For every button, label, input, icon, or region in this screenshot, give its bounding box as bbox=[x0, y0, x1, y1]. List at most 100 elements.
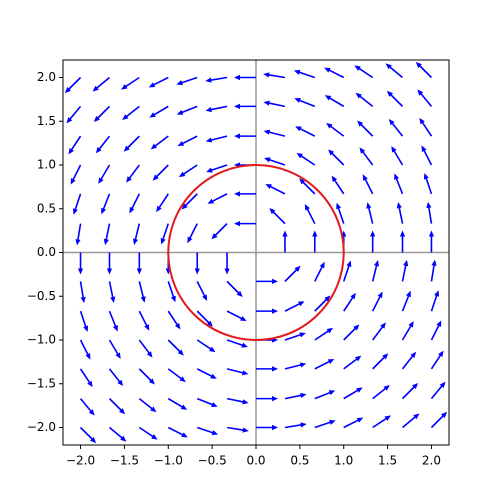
arrow bbox=[132, 223, 141, 245]
arrow bbox=[372, 353, 389, 370]
arrow bbox=[108, 426, 127, 442]
arrow bbox=[326, 122, 345, 137]
arrow bbox=[92, 76, 111, 92]
circle bbox=[167, 164, 345, 341]
arrow bbox=[205, 135, 228, 143]
arrow bbox=[256, 278, 278, 284]
arrow bbox=[75, 223, 82, 246]
arrow bbox=[206, 164, 228, 173]
arrow bbox=[167, 339, 184, 356]
arrow bbox=[108, 310, 118, 332]
arrow bbox=[399, 230, 406, 253]
arrow bbox=[150, 135, 169, 150]
arrow bbox=[430, 290, 440, 312]
arrow bbox=[108, 368, 124, 387]
arrow bbox=[64, 76, 82, 94]
arrow bbox=[138, 398, 157, 413]
arrow bbox=[226, 426, 249, 433]
arrow bbox=[256, 424, 278, 431]
arrow bbox=[79, 426, 97, 444]
arrow bbox=[256, 366, 278, 372]
arrow bbox=[343, 417, 364, 429]
x-tick-label: 1.0 bbox=[334, 454, 353, 468]
arrow bbox=[66, 105, 82, 124]
arrow bbox=[430, 411, 448, 429]
arrow bbox=[256, 308, 278, 314]
arrow bbox=[167, 281, 176, 303]
x-tick-label: −1.0 bbox=[154, 454, 183, 468]
arrow bbox=[324, 67, 345, 79]
arrow bbox=[234, 221, 256, 227]
arrow bbox=[359, 147, 374, 166]
arrow bbox=[314, 327, 334, 341]
arrow bbox=[386, 90, 404, 107]
arrow bbox=[343, 355, 362, 370]
arrow bbox=[93, 105, 111, 122]
arrow bbox=[152, 164, 169, 181]
arrow bbox=[328, 149, 345, 166]
arrow bbox=[423, 172, 433, 195]
arrow bbox=[366, 202, 374, 224]
arrow bbox=[79, 310, 89, 333]
arrow bbox=[205, 76, 228, 83]
arrow bbox=[79, 339, 91, 360]
arrow bbox=[388, 118, 404, 137]
arrow bbox=[79, 398, 95, 416]
arrow bbox=[108, 339, 121, 359]
arrow bbox=[148, 76, 169, 88]
arrow bbox=[430, 320, 442, 341]
arrow bbox=[226, 280, 243, 297]
arrow bbox=[108, 281, 116, 303]
arrow bbox=[205, 105, 228, 113]
arrow bbox=[354, 65, 374, 79]
arrow bbox=[391, 146, 404, 166]
y-tick-label: −2.0 bbox=[27, 420, 56, 434]
arrow bbox=[314, 295, 331, 312]
arrow bbox=[264, 157, 286, 166]
arrow bbox=[70, 164, 82, 185]
arrow bbox=[138, 310, 150, 331]
arrow bbox=[196, 426, 219, 436]
arrow bbox=[138, 368, 155, 385]
arrow bbox=[138, 339, 153, 358]
arrow bbox=[372, 384, 390, 400]
arrow bbox=[284, 362, 307, 370]
arrow bbox=[269, 208, 286, 225]
arrow bbox=[224, 252, 230, 275]
x-tick-label: −1.5 bbox=[110, 454, 139, 468]
arrow bbox=[265, 183, 286, 195]
arrow bbox=[68, 135, 82, 155]
arrow bbox=[226, 310, 247, 322]
arrow bbox=[196, 281, 208, 301]
arrow bbox=[187, 223, 198, 244]
arrow bbox=[430, 350, 444, 370]
arrow bbox=[263, 72, 286, 79]
arrow bbox=[370, 230, 376, 253]
arrow bbox=[401, 259, 409, 282]
arrow bbox=[394, 173, 404, 195]
arrow bbox=[196, 310, 213, 327]
arrow bbox=[126, 164, 140, 183]
arrow bbox=[430, 259, 437, 282]
arrow bbox=[417, 89, 433, 107]
arrow bbox=[415, 61, 433, 79]
arrow bbox=[342, 260, 352, 282]
arrow bbox=[196, 339, 216, 353]
arrow bbox=[167, 397, 188, 410]
arrow bbox=[196, 397, 218, 407]
arrow bbox=[295, 126, 316, 137]
arrow bbox=[207, 193, 228, 204]
y-tick-label: −1.0 bbox=[27, 333, 56, 347]
y-tick-label: 2.0 bbox=[37, 70, 56, 84]
y-tick-label: 0.5 bbox=[37, 201, 56, 215]
arrow bbox=[331, 175, 345, 195]
arrow bbox=[314, 261, 325, 282]
arrow bbox=[176, 76, 198, 86]
arrow bbox=[343, 324, 360, 341]
x-tick-label: −0.5 bbox=[198, 454, 227, 468]
arrow bbox=[211, 223, 228, 240]
arrow bbox=[123, 135, 140, 152]
arrow bbox=[294, 98, 316, 108]
arrow bbox=[129, 193, 141, 214]
arrow bbox=[72, 193, 82, 215]
